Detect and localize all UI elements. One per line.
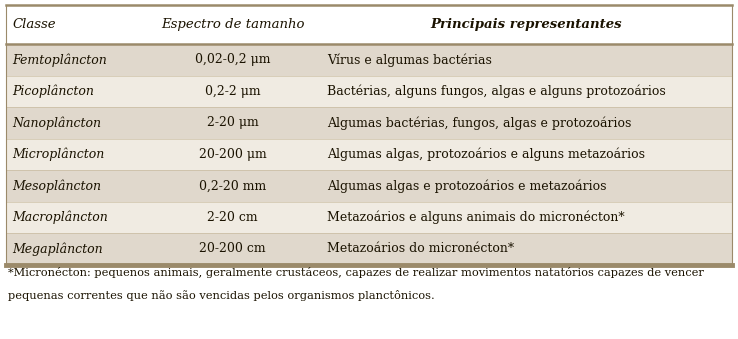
- Text: Principais representantes: Principais representantes: [431, 18, 622, 31]
- Text: Nanoplâncton: Nanoplâncton: [13, 116, 102, 129]
- Text: 2-20 μm: 2-20 μm: [207, 116, 258, 129]
- Bar: [6, 202, 732, 233]
- Bar: [6, 107, 732, 139]
- Text: Vírus e algumas bactérias: Vírus e algumas bactérias: [327, 53, 492, 66]
- Text: 20-200 cm: 20-200 cm: [199, 242, 266, 256]
- Text: Metazoários e alguns animais do micronécton*: Metazoários e alguns animais do micronéc…: [327, 211, 624, 224]
- Text: Espectro de tamanho: Espectro de tamanho: [161, 18, 304, 31]
- Text: Picoplâncton: Picoplâncton: [13, 85, 94, 98]
- Text: Classe: Classe: [13, 18, 56, 31]
- Bar: [6, 5, 732, 44]
- Text: 0,2-20 mm: 0,2-20 mm: [199, 179, 266, 193]
- Text: 2-20 cm: 2-20 cm: [207, 211, 258, 224]
- Bar: [6, 170, 732, 202]
- Text: Bactérias, alguns fungos, algas e alguns protozoários: Bactérias, alguns fungos, algas e alguns…: [327, 85, 666, 98]
- Text: Macroplâncton: Macroplâncton: [13, 211, 108, 224]
- Text: Algumas algas e protozoários e metazoários: Algumas algas e protozoários e metazoári…: [327, 179, 607, 193]
- Text: Megaplâncton: Megaplâncton: [13, 242, 103, 256]
- Text: *Micronécton: pequenos animais, geralmente crustáceos, capazes de realizar movim: *Micronécton: pequenos animais, geralmen…: [8, 267, 704, 278]
- Text: Microplâncton: Microplâncton: [13, 148, 105, 161]
- Text: 20-200 μm: 20-200 μm: [199, 148, 266, 161]
- Text: Algumas bactérias, fungos, algas e protozoários: Algumas bactérias, fungos, algas e proto…: [327, 116, 631, 129]
- Bar: [6, 139, 732, 170]
- Bar: [6, 233, 732, 265]
- Bar: [6, 44, 732, 76]
- Text: 0,02-0,2 μm: 0,02-0,2 μm: [195, 53, 270, 66]
- Text: 0,2-2 μm: 0,2-2 μm: [204, 85, 261, 98]
- Text: pequenas correntes que não são vencidas pelos organismos planctônicos.: pequenas correntes que não são vencidas …: [8, 290, 435, 300]
- Text: Femtoplâncton: Femtoplâncton: [13, 53, 107, 66]
- Bar: [6, 76, 732, 107]
- Text: Mesoplâncton: Mesoplâncton: [13, 179, 102, 193]
- Text: Metazoários do micronécton*: Metazoários do micronécton*: [327, 242, 514, 256]
- Text: Algumas algas, protozoários e alguns metazoários: Algumas algas, protozoários e alguns met…: [327, 148, 645, 161]
